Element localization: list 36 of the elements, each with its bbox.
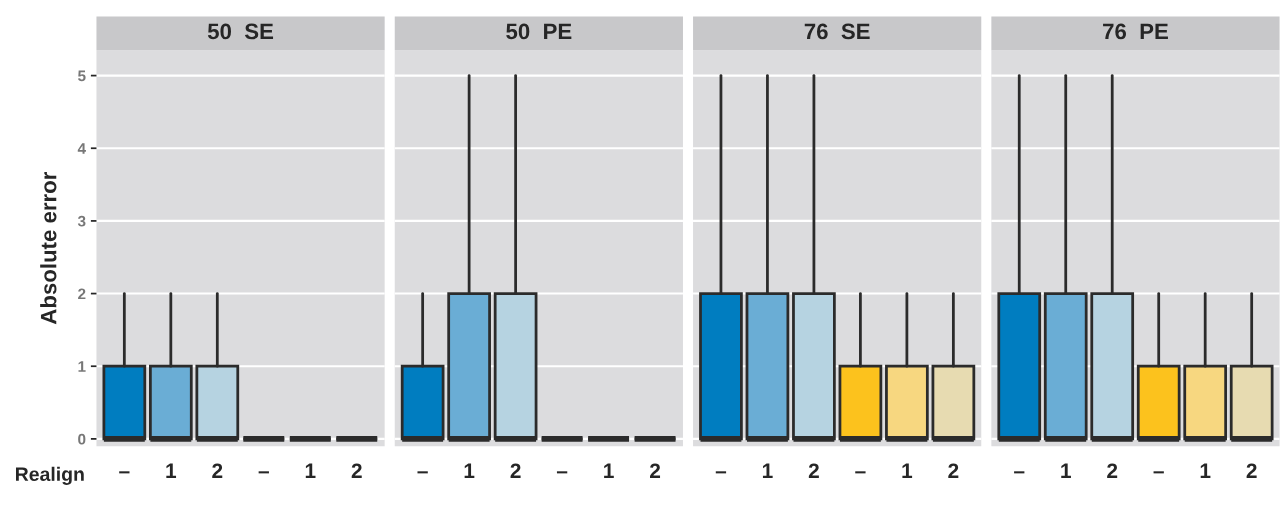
x-tick-label: 2 <box>212 463 223 478</box>
chart-title: 50 SE <box>207 23 274 40</box>
chart-title: 76 PE <box>1103 23 1168 40</box>
y-axis-title: Absolute error <box>40 171 57 325</box>
x-tick-label: 1 <box>1200 463 1211 478</box>
x-tick-label: – <box>417 471 428 474</box>
x-tick-label: – <box>715 471 727 474</box>
x-tick-label: 1 <box>464 463 475 478</box>
chart-title: 76 SE <box>804 23 870 40</box>
x-tick-label: 2 <box>351 463 362 478</box>
x-tick-label: 1 <box>902 463 913 478</box>
x-tick-label: 2 <box>1107 463 1118 478</box>
y-tick-label: 3 <box>77 215 86 227</box>
x-tick-label: 2 <box>1246 463 1257 478</box>
x-tick-label: – <box>119 471 130 474</box>
x-tick-label: – <box>1153 471 1164 474</box>
x-axis-title: Realign <box>16 466 84 485</box>
y-tick-label: 0 <box>78 433 86 445</box>
y-tick-label: 4 <box>77 143 86 154</box>
chart-title: 50 PE <box>506 23 572 40</box>
x-tick-label: 2 <box>808 463 819 478</box>
x-tick-label: – <box>855 471 866 474</box>
x-tick-label: 2 <box>948 463 959 478</box>
y-tick-label: 1 <box>78 361 86 372</box>
x-tick-label: 1 <box>1061 463 1071 478</box>
x-tick-label: – <box>258 471 269 474</box>
x-tick-label: 1 <box>604 463 614 478</box>
x-tick-label: – <box>1014 471 1025 474</box>
x-tick-label: 1 <box>305 463 316 478</box>
y-tick-label: 5 <box>78 70 86 82</box>
x-tick-label: 2 <box>650 463 661 478</box>
x-tick-label: 2 <box>510 463 521 478</box>
y-tick-label: 2 <box>78 288 86 300</box>
x-tick-label: – <box>556 471 568 474</box>
x-tick-label: 1 <box>762 463 773 478</box>
x-tick-label: 1 <box>166 463 177 478</box>
